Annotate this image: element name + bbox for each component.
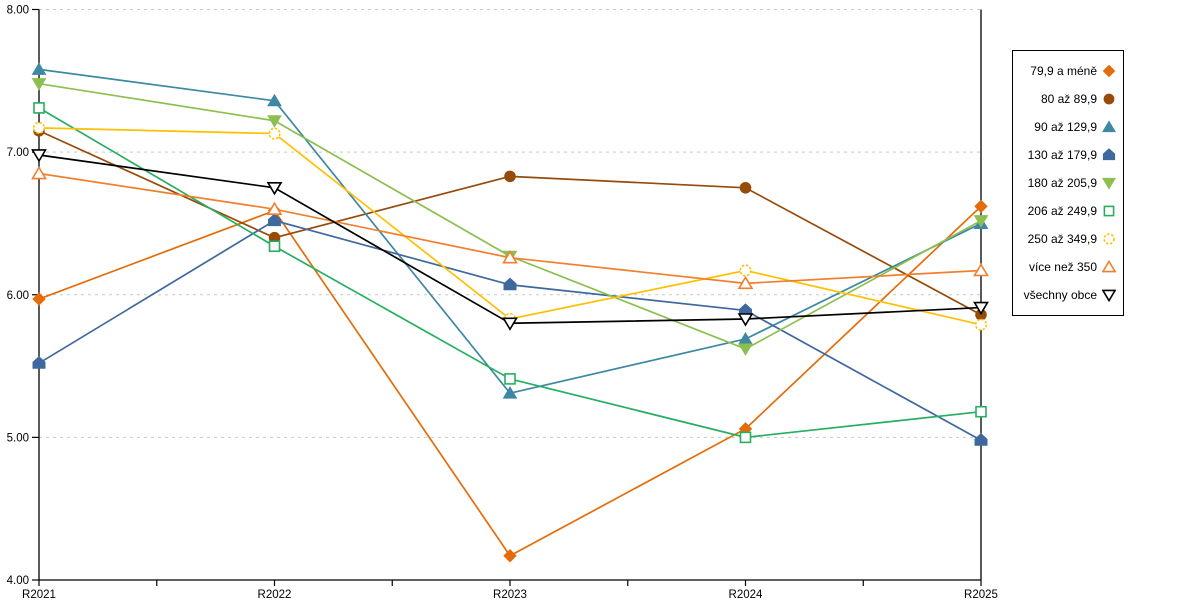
pentagon-marker bbox=[1102, 148, 1116, 161]
legend-label: více než 350 bbox=[1028, 260, 1097, 274]
legend: 79,9 a méně 80 až 89,9 90 až 129,9 130 až 1… bbox=[1012, 50, 1124, 316]
series-v-echny-obce bbox=[31, 149, 989, 331]
diamond-marker bbox=[503, 549, 517, 563]
x-tick-label: R2025 bbox=[964, 589, 998, 600]
triangle-down-marker bbox=[31, 78, 47, 91]
legend-label: 206 až 249,9 bbox=[1027, 204, 1097, 218]
legend-item: 180 až 205,9 bbox=[1017, 176, 1116, 190]
y-tick-label: 4.00 bbox=[7, 575, 29, 587]
legend-label: 90 až 129,9 bbox=[1034, 120, 1097, 134]
triangle-up-marker bbox=[502, 386, 518, 399]
triangle-down-marker bbox=[1102, 177, 1116, 190]
legend-label: 80 až 89,9 bbox=[1040, 92, 1097, 106]
legend-square-icon bbox=[1103, 205, 1115, 217]
legend-label: 250 až 349,9 bbox=[1027, 232, 1097, 246]
legend-item: 206 až 249,9 bbox=[1017, 204, 1116, 218]
triangle-up-marker bbox=[973, 262, 989, 277]
pentagon-marker bbox=[503, 277, 517, 291]
triangle-up-marker bbox=[267, 93, 282, 107]
legend-item: všechny obce bbox=[1017, 288, 1116, 302]
triangle-down-marker bbox=[738, 343, 753, 356]
diamond-marker bbox=[32, 292, 46, 306]
y-tick-label: 7.00 bbox=[7, 147, 29, 159]
triangle-up-marker bbox=[1102, 260, 1116, 273]
legend-diamond-icon bbox=[1102, 64, 1116, 78]
y-tick-label: 6.00 bbox=[7, 290, 29, 302]
circle-marker bbox=[268, 127, 281, 140]
triangle-down-marker bbox=[973, 215, 989, 228]
series-250-a-349-9 bbox=[32, 121, 988, 331]
diamond-marker bbox=[974, 199, 988, 214]
pentagon-marker bbox=[32, 356, 46, 369]
square-marker bbox=[1103, 205, 1115, 217]
series-90-a-129-9 bbox=[31, 62, 989, 399]
legend-triangle-down-icon bbox=[1102, 289, 1116, 302]
triangle-up-marker bbox=[1102, 120, 1116, 133]
square-marker bbox=[975, 405, 987, 418]
triangle-down-marker bbox=[31, 149, 47, 163]
x-tick-label: R2021 bbox=[22, 589, 56, 600]
series-206-a-249-9 bbox=[33, 102, 987, 444]
legend-label: 180 až 205,9 bbox=[1027, 176, 1097, 190]
triangle-down-marker bbox=[502, 317, 518, 331]
y-tick-label: 8.00 bbox=[7, 5, 29, 17]
legend-triangle-up-icon bbox=[1102, 120, 1116, 133]
legend-item: 250 až 349,9 bbox=[1017, 232, 1116, 246]
legend-circle-icon bbox=[1103, 233, 1115, 245]
diamond-marker bbox=[1102, 64, 1116, 78]
x-tick-label: R2024 bbox=[729, 589, 763, 600]
triangle-up-marker bbox=[502, 250, 518, 264]
triangle-up-marker bbox=[266, 201, 283, 215]
triangle-down-marker bbox=[737, 313, 754, 327]
square-marker bbox=[268, 240, 281, 253]
series-v-ce-ne-350 bbox=[31, 165, 989, 290]
legend-label: 79,9 a méně bbox=[1030, 64, 1097, 78]
circle-marker bbox=[1103, 233, 1115, 245]
triangle-down-marker bbox=[266, 181, 283, 196]
circle-marker bbox=[1103, 93, 1115, 105]
triangle-up-marker bbox=[738, 331, 753, 345]
legend-pentagon-icon bbox=[1102, 148, 1116, 161]
legend-item: 90 až 129,9 bbox=[1017, 120, 1116, 134]
square-marker bbox=[504, 373, 516, 385]
triangle-down-marker bbox=[973, 301, 989, 316]
series-line bbox=[38, 82, 982, 350]
legend-triangle-down-icon bbox=[1102, 177, 1116, 190]
legend-circle-icon bbox=[1103, 93, 1115, 105]
legend-item: 79,9 a méně bbox=[1017, 64, 1116, 78]
x-tick-label: R2022 bbox=[258, 589, 292, 600]
legend-item: více než 350 bbox=[1017, 260, 1116, 274]
legend-item: 130 až 179,9 bbox=[1017, 148, 1116, 162]
triangle-down-marker bbox=[267, 115, 282, 128]
x-tick-label: R2023 bbox=[493, 589, 527, 600]
square-marker bbox=[739, 431, 752, 444]
circle-marker bbox=[32, 121, 46, 134]
circle-marker bbox=[974, 318, 988, 331]
triangle-down-marker bbox=[1102, 289, 1116, 302]
triangle-up-marker bbox=[31, 62, 47, 75]
series-line bbox=[38, 68, 982, 395]
legend-label: všechny obce bbox=[1023, 288, 1097, 302]
triangle-up-marker bbox=[31, 165, 47, 180]
legend-label: 130 až 179,9 bbox=[1027, 148, 1097, 162]
circle-marker bbox=[739, 264, 752, 277]
pentagon-marker bbox=[974, 433, 988, 446]
circle-marker bbox=[504, 170, 516, 183]
pentagon-marker bbox=[268, 213, 281, 227]
legend-triangle-up-icon bbox=[1102, 260, 1116, 273]
triangle-up-marker bbox=[737, 275, 754, 290]
legend-item: 80 až 89,9 bbox=[1017, 92, 1116, 106]
y-tick-label: 5.00 bbox=[7, 432, 29, 444]
circle-marker bbox=[739, 181, 752, 194]
square-marker bbox=[33, 102, 45, 114]
